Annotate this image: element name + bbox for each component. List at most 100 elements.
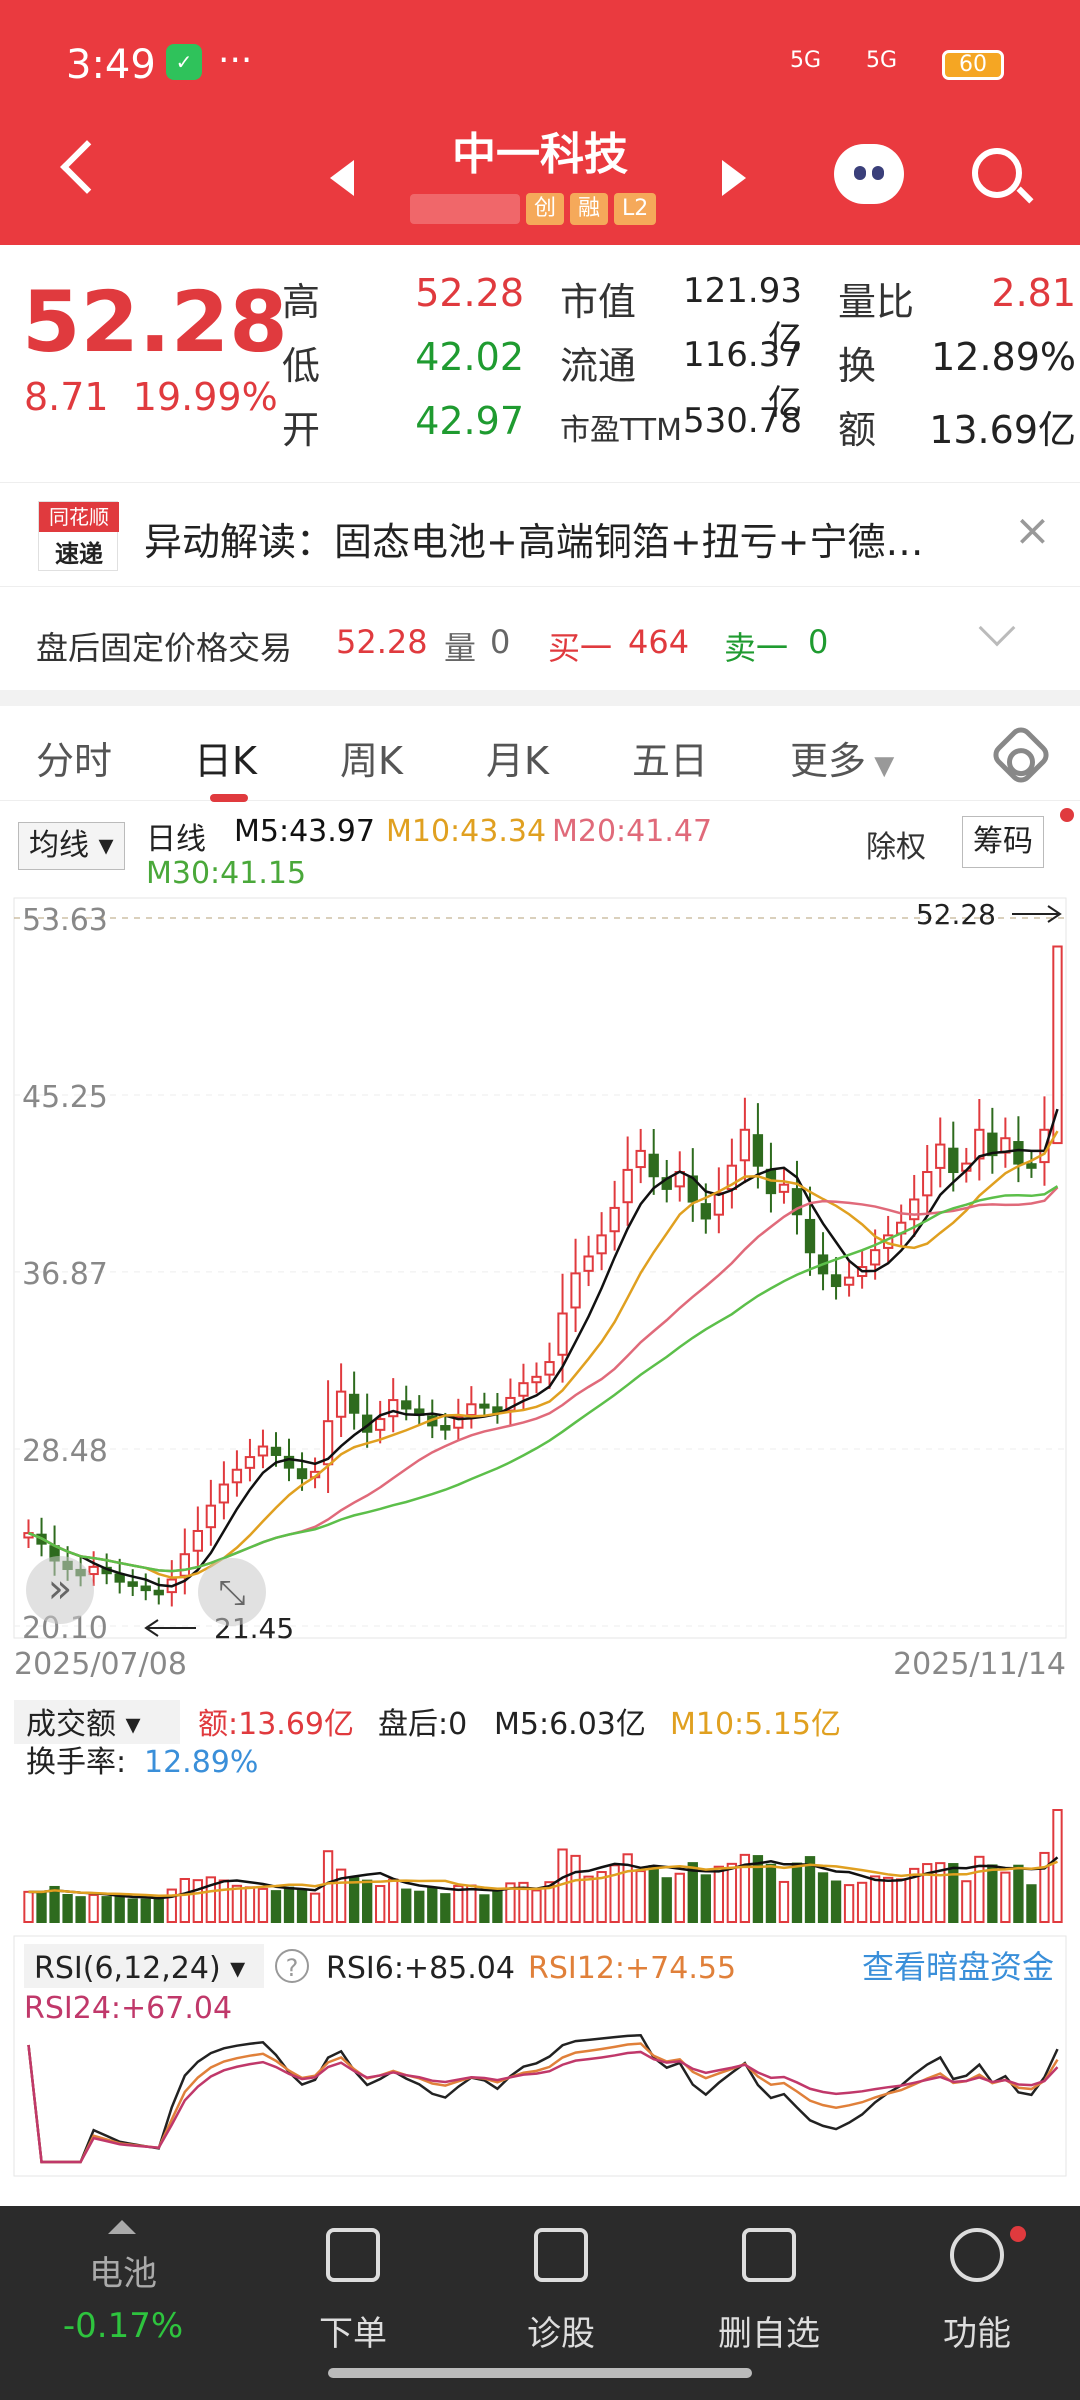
candle-body [440, 1425, 451, 1431]
volume-bar [309, 1892, 321, 1924]
volume-selector [14, 1700, 180, 1744]
volume-bar [153, 1898, 164, 1924]
volume-bar [778, 1880, 790, 1924]
volume-bar [896, 1878, 907, 1923]
candle-body [922, 1171, 933, 1197]
volume-bar [726, 1862, 738, 1923]
candle-body [687, 1175, 698, 1203]
volume-bar [869, 1875, 881, 1924]
y-axis-label: 36.87 [22, 1257, 108, 1292]
pe-value: 530.78 [683, 401, 802, 441]
tab-day-k[interactable]: 日K [194, 739, 257, 783]
nav-order[interactable]: 下单 [319, 2314, 387, 2354]
back-arrow-icon[interactable] [60, 140, 114, 194]
volume-bar [856, 1881, 868, 1923]
volume-bar [205, 1876, 217, 1923]
volume-bar [427, 1887, 438, 1924]
diagnose-icon[interactable] [534, 2228, 588, 2282]
volume-bar [140, 1898, 151, 1923]
next-stock-icon[interactable] [722, 160, 746, 196]
high-value: 52.28 [415, 271, 524, 315]
volume-bar [830, 1880, 842, 1923]
y-axis-label: 53.63 [22, 903, 108, 938]
nav-diagnose[interactable]: 诊股 [527, 2314, 595, 2354]
candle-body [974, 1128, 985, 1160]
tab-five-day[interactable]: 五日 [632, 739, 709, 783]
ma-selector[interactable]: 均线 ▾ [18, 822, 125, 870]
remove-watchlist-icon[interactable] [742, 2228, 796, 2282]
prev-stock-icon[interactable] [330, 160, 354, 196]
tag-placeholder [410, 194, 520, 224]
order-icon[interactable] [326, 2228, 380, 2282]
candle-body [466, 1403, 477, 1417]
volume-bar [1039, 1851, 1050, 1924]
candle-body [348, 1393, 360, 1414]
volume-bar [596, 1871, 607, 1923]
candle-body [700, 1203, 711, 1220]
robot-assistant-icon[interactable] [834, 144, 904, 204]
rsi-panel-border [13, 1935, 1067, 2177]
volume-bar [101, 1896, 112, 1923]
candle-body [752, 1134, 764, 1167]
nav-functions[interactable]: 功能 [943, 2314, 1011, 2354]
after-hours-row[interactable]: 盘后固定价格交易 52.28 量 0 买一 464 卖一 0 [0, 586, 1080, 690]
functions-icon[interactable] [950, 2228, 1004, 2282]
candle-body [218, 1483, 230, 1504]
tab-fenshi[interactable]: 分时 [36, 739, 113, 783]
volume-bar [127, 1898, 138, 1924]
help-icon-glyph: ? [286, 1954, 299, 1982]
news-banner[interactable]: 同花顺 速递 异动解读：固态电池+高端铜箔+扭亏+宁德… × [0, 482, 1080, 584]
volume-bar [231, 1884, 243, 1923]
candle-body [1013, 1141, 1024, 1165]
battery-icon: 60 [942, 50, 1004, 80]
ma5-line [28, 1108, 1059, 1588]
news-text[interactable]: 异动解读：固态电池+高端铜箔+扭亏+宁德… [144, 520, 924, 564]
candle-body [1026, 1163, 1037, 1169]
divider [0, 690, 1080, 706]
candle-body [153, 1589, 164, 1596]
volume-bar [414, 1890, 425, 1924]
tab-month-k[interactable]: 月K [486, 739, 549, 783]
candle-body [205, 1504, 217, 1529]
period-tabs: 分时 日K 周K 月K 五日 更多 ▼ [0, 706, 1080, 802]
tab-week-k[interactable]: 周K [340, 739, 403, 783]
open-value: 42.97 [415, 399, 524, 443]
volume-bar [335, 1868, 347, 1923]
volume-bar [62, 1894, 73, 1923]
volume-bar [661, 1877, 672, 1924]
rsi6-value: RSI6:+85.04 [326, 1951, 515, 1986]
candle-body [544, 1361, 555, 1376]
volume-bar [882, 1876, 894, 1923]
amount-label: 额 [838, 408, 877, 452]
chuquan-button[interactable]: 除权 [866, 830, 926, 865]
search-icon[interactable] [972, 148, 1022, 198]
kline-type: 日线 [146, 822, 206, 857]
low-value: 42.02 [415, 335, 524, 379]
volume-bar [570, 1854, 581, 1924]
home-indicator[interactable] [328, 2368, 752, 2378]
sector-name[interactable]: 电池 [89, 2254, 157, 2294]
settings-icon[interactable] [988, 722, 1054, 788]
volume-bar [1026, 1884, 1037, 1924]
fullscreen-button [198, 1558, 266, 1626]
candle-body [140, 1585, 151, 1592]
volume-bar [531, 1889, 542, 1924]
open-label: 开 [282, 408, 321, 452]
tab-more[interactable]: 更多 ▼ [790, 739, 895, 783]
nav-remove-watchlist[interactable]: 删自选 [718, 2314, 820, 2354]
volume-bar [479, 1894, 490, 1923]
after-hours-label: 盘后固定价格交易 [36, 629, 293, 667]
fullscreen-icon: ⤡ [218, 1573, 245, 1613]
close-icon[interactable]: × [1014, 505, 1051, 556]
volume-bar [909, 1867, 920, 1923]
notification-dot [1010, 2226, 1026, 2242]
double-chevron-icon: » [48, 1566, 72, 1612]
candle-body [270, 1446, 282, 1456]
ma30-line [28, 1185, 1059, 1573]
chouma-button[interactable]: 筹码 [962, 816, 1044, 868]
rsi-label: RSI(6,12,24) ▾ [34, 1951, 245, 1986]
volume-bar [635, 1870, 646, 1923]
turnover-rate: 12.89% [144, 1745, 258, 1780]
chevron-down-icon[interactable] [978, 609, 1016, 647]
